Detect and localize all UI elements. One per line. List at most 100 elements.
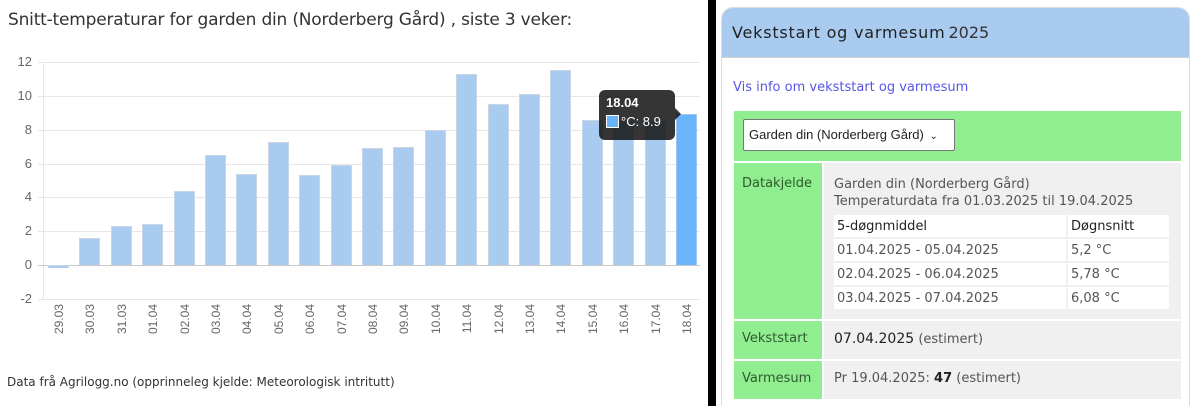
varmesum-note: (estimert) — [956, 371, 1022, 386]
chart-bar[interactable] — [393, 146, 415, 265]
chart-bar[interactable] — [330, 165, 352, 265]
chart-bar[interactable] — [424, 129, 446, 265]
chart-bar[interactable] — [236, 173, 258, 265]
varmesum-number: 47 — [934, 371, 953, 386]
x-tick-label: 02.04 — [177, 304, 192, 335]
chevron-down-icon: ⌄ — [929, 131, 938, 142]
y-tick-label: 8 — [24, 121, 32, 137]
temperature-chart-panel: Snitt-temperaturar for garden din (Norde… — [0, 10, 708, 389]
x-tick-label: 05.04 — [271, 304, 286, 335]
average-cell: 5,78 °C — [1068, 263, 1169, 285]
y-tick-label: 10 — [17, 87, 32, 103]
chart-bar[interactable] — [487, 104, 509, 265]
varmesum-label: Varmesum — [734, 361, 824, 399]
y-tick-label: 0 — [24, 257, 32, 272]
show-info-link[interactable]: Vis info om vekststart og varmesum — [733, 80, 969, 95]
chart-bar[interactable] — [613, 121, 635, 265]
card-year: 2025 — [948, 23, 990, 42]
farm-select[interactable]: Garden din (Norderberg Gård) ⌄ — [743, 119, 955, 151]
y-tick-label: 2 — [24, 223, 32, 239]
legend-swatch-icon — [606, 115, 619, 128]
vekststart-date: 07.04.2025 — [834, 331, 915, 347]
x-tick-label: 12.04 — [491, 304, 506, 335]
farm-select-value: Garden din (Norderberg Gård) — [749, 127, 924, 142]
vekststart-row: Vekststart 07.04.2025 (estimert) — [734, 321, 1181, 359]
x-tick-label: 16.04 — [617, 304, 632, 335]
column-header: 5-døgnmiddel — [834, 215, 1066, 237]
varmesum-row: Varmesum Pr 19.04.2025: 47 (estimert) — [734, 361, 1181, 399]
bar-chart[interactable]: 12 10 8 6 4 2 0 -2 29.03 30.03 31.03 01.04 02.04 03.0… — [0, 50, 708, 350]
chart-bar[interactable] — [142, 224, 164, 265]
table-header-row: 5-døgnmiddel Døgnsnitt — [834, 215, 1169, 237]
y-tick-label: 4 — [24, 189, 32, 205]
x-tick-label: 31.03 — [114, 304, 129, 335]
data-source-note: Data frå Agrilogg.no (opprinneleg kjelde… — [7, 375, 395, 389]
x-tick-label: 08.04 — [366, 304, 380, 335]
x-tick-label: 09.04 — [397, 304, 412, 335]
chart-bar[interactable] — [644, 121, 666, 265]
average-cell: 6,08 °C — [1068, 287, 1169, 309]
x-tick-label: 01.04 — [146, 304, 161, 335]
table-row: 02.04.2025 - 06.04.2025 5,78 °C — [834, 263, 1169, 285]
chart-bar[interactable] — [456, 73, 478, 265]
chart-tooltip: 18.04 °C: 8.9 — [599, 90, 681, 140]
chart-bar[interactable] — [79, 237, 101, 265]
x-tick-label: 06.04 — [303, 304, 318, 335]
gridline — [38, 265, 700, 266]
period-cell: 01.04.2025 - 05.04.2025 — [834, 239, 1066, 261]
datakjelde-label: Datakjelde — [734, 163, 824, 319]
tooltip-title: 18.04 — [606, 95, 639, 110]
chart-bar[interactable] — [550, 70, 572, 265]
chart-bar[interactable] — [48, 265, 69, 269]
vekststart-note: (estimert) — [918, 332, 984, 347]
gridline — [38, 298, 700, 300]
average-cell: 5,2 °C — [1068, 239, 1169, 261]
tooltip-value: °C: 8.9 — [621, 114, 661, 129]
y-tick-label: 12 — [17, 54, 32, 69]
tooltip-row: °C: 8.9 — [606, 114, 668, 129]
five-day-average-table: 5-døgnmiddel Døgnsnitt 01.04.2025 - 05.0… — [832, 213, 1171, 311]
chart-bar[interactable] — [205, 155, 226, 265]
vekststart-label: Vekststart — [734, 321, 824, 359]
x-tick-label: 17.04 — [648, 304, 663, 335]
x-tick-label: 13.04 — [523, 304, 537, 335]
vekststart-card: Vekststart og varmesum 2025 Vis info om v… — [721, 7, 1190, 406]
x-tick-label: 15.04 — [585, 304, 600, 335]
period-cell: 02.04.2025 - 06.04.2025 — [834, 263, 1066, 285]
vekststart-panel: Vekststart og varmesum 2025 Vis info om v… — [716, 0, 1200, 406]
chart-bar[interactable] — [267, 141, 289, 265]
gridline — [38, 62, 700, 63]
table-row: 03.04.2025 - 07.04.2025 6,08 °C — [834, 287, 1169, 309]
x-tick-label: 18.04 — [680, 304, 694, 335]
x-tick-label: 14.04 — [554, 304, 569, 335]
chart-bar[interactable] — [519, 94, 540, 265]
panel-divider — [708, 0, 716, 406]
chart-bar[interactable] — [581, 119, 603, 265]
card-title: Vekststart og varmesum — [732, 23, 946, 42]
chart-bar[interactable] — [362, 148, 383, 265]
chart-bar[interactable] — [676, 114, 697, 265]
varmesum-prefix: Pr 19.04.2025: — [834, 371, 930, 386]
column-header: Døgnsnitt — [1068, 215, 1169, 237]
varmesum-value: Pr 19.04.2025: 47 (estimert) — [824, 361, 1181, 399]
y-tick-label: 6 — [24, 155, 32, 171]
datakjelde-source: Garden din (Norderberg Gård) — [834, 177, 1030, 192]
x-tick-label: 04.04 — [240, 304, 255, 335]
chart-bar[interactable] — [110, 226, 132, 265]
vekststart-value: 07.04.2025 (estimert) — [824, 321, 1181, 359]
x-tick-label: 30.03 — [83, 304, 98, 335]
card-header: Vekststart og varmesum 2025 — [722, 8, 1189, 58]
datakjelde-row: Datakjelde Garden din (Norderberg Gård) … — [734, 163, 1181, 319]
x-tick-label: 07.04 — [334, 304, 349, 335]
x-tick-label: 03.04 — [209, 304, 223, 335]
table-row: 01.04.2025 - 05.04.2025 5,2 °C — [834, 239, 1169, 261]
chart-bar[interactable] — [173, 190, 195, 265]
period-cell: 03.04.2025 - 07.04.2025 — [834, 287, 1066, 309]
datakjelde-value: Garden din (Norderberg Gård) Temperaturd… — [824, 163, 1181, 319]
gridline — [38, 95, 700, 97]
datakjelde-period: Temperaturdata fra 01.03.2025 til 19.04.… — [834, 194, 1134, 209]
farm-select-row: Garden din (Norderberg Gård) ⌄ — [734, 111, 1181, 161]
x-tick-label: 11.04 — [460, 304, 475, 334]
y-axis-line — [43, 62, 44, 299]
chart-bar[interactable] — [299, 175, 321, 265]
